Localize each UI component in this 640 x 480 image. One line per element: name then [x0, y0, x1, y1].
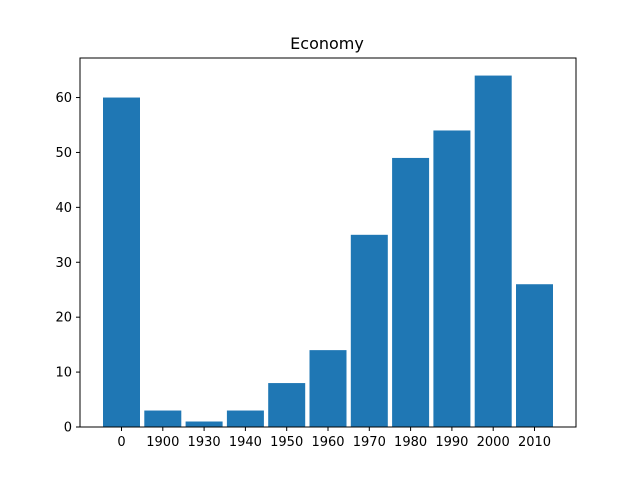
- x-tick-label: 1930: [188, 435, 221, 450]
- x-tick-label: 0: [117, 435, 125, 450]
- x-tick-label: 2010: [518, 435, 551, 450]
- bar-1950: [268, 383, 306, 427]
- bar-2010: [516, 284, 553, 427]
- x-tick-label: 1950: [270, 435, 303, 450]
- bar-1930: [185, 421, 223, 427]
- y-tick-label: 10: [55, 366, 72, 381]
- x-tick-label: 1970: [353, 435, 386, 450]
- x-tick-label: 1990: [435, 435, 468, 450]
- x-tick-label: 1980: [394, 435, 427, 450]
- bar-1970: [350, 234, 388, 427]
- x-tick-label: 1900: [146, 435, 179, 450]
- chart-title: Economy: [290, 34, 364, 53]
- bar-0: [103, 97, 140, 427]
- bar-1900: [144, 410, 182, 427]
- y-tick-label: 0: [64, 421, 72, 436]
- x-tick-label: 2000: [477, 435, 510, 450]
- bar-1940: [226, 410, 264, 427]
- y-tick-label: 50: [55, 146, 72, 161]
- y-tick-label: 40: [55, 201, 72, 216]
- bar-1980: [392, 157, 430, 427]
- bars-layer: [103, 75, 553, 428]
- x-tick-label: 1940: [229, 435, 262, 450]
- y-tick-label: 60: [55, 91, 72, 106]
- x-tick-label: 1960: [311, 435, 344, 450]
- y-tick-label: 30: [55, 256, 72, 271]
- bar-2000: [474, 75, 512, 427]
- bar-1990: [433, 130, 471, 428]
- bar-1960: [309, 350, 347, 428]
- axes-frame: [79, 57, 577, 428]
- y-axis: 0 10 20 30 40 50 60: [55, 91, 80, 436]
- x-axis: 0 1900 1930 1940 1950 1960 1970 1980 1990 2000 201…: [117, 427, 551, 450]
- y-tick-label: 20: [55, 311, 72, 326]
